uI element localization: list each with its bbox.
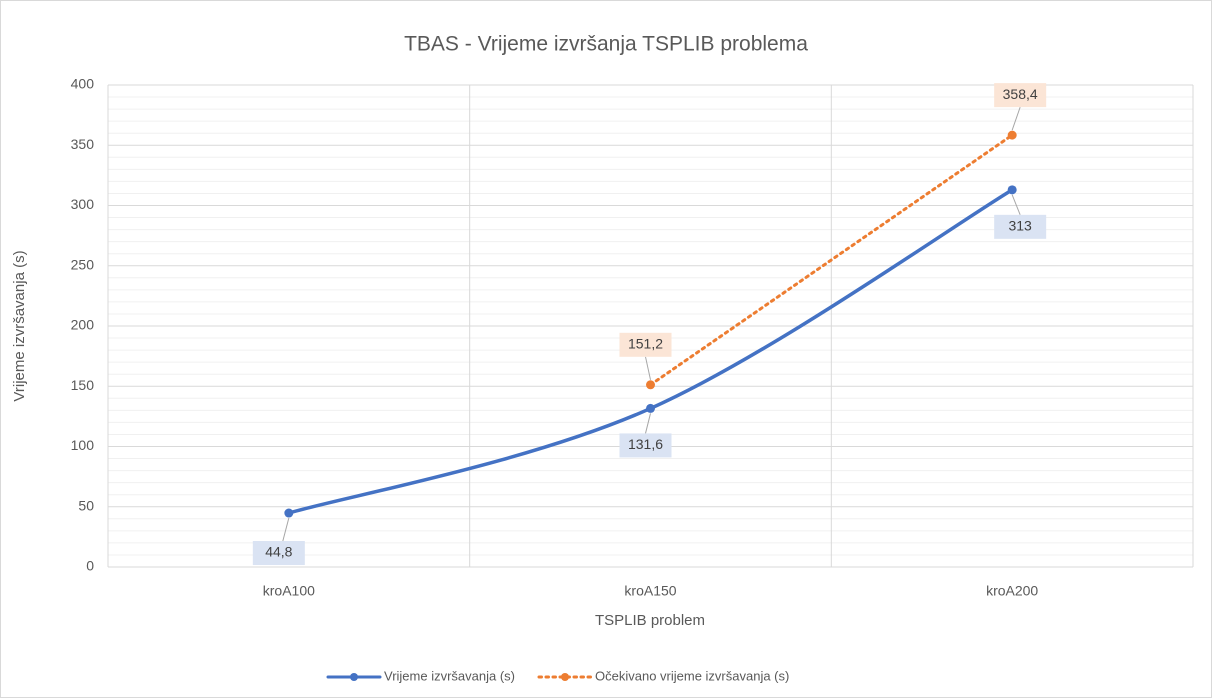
y-axis-label: Vrijeme izvršavanja (s)	[11, 250, 28, 401]
data-point	[1007, 130, 1017, 140]
x-tick-label: kroA150	[624, 583, 676, 599]
y-tick-label: 400	[71, 76, 95, 92]
y-tick-label: 300	[71, 196, 95, 212]
data-point	[1007, 185, 1017, 195]
y-tick-label: 150	[71, 377, 95, 393]
y-tick-label: 100	[71, 437, 95, 453]
legend-marker	[350, 673, 358, 681]
leader-line	[1011, 194, 1021, 216]
data-label: 313	[1008, 218, 1032, 234]
chart-title: TBAS - Vrijeme izvršanja TSPLIB problema	[404, 33, 808, 56]
y-tick-label: 0	[86, 558, 94, 574]
data-label: 358,4	[1003, 86, 1038, 102]
data-label-bg	[994, 83, 1047, 108]
data-label: 151,2	[628, 336, 663, 352]
legend-marker	[561, 673, 569, 681]
y-tick-label: 200	[71, 317, 95, 333]
data-label: 131,6	[628, 436, 663, 452]
y-tick-label: 250	[71, 256, 95, 272]
data-label-bg	[619, 433, 672, 458]
leader-line	[645, 356, 651, 380]
data-label-bg	[994, 214, 1047, 239]
x-tick-label: kroA100	[263, 583, 315, 599]
legend-label: Vrijeme izvršavanja (s)	[384, 668, 515, 683]
data-label: 44,8	[265, 544, 292, 560]
series-line	[649, 133, 1014, 387]
legend-label: Očekivano vrijeme izvršavanja (s)	[595, 668, 789, 683]
leader-line	[282, 517, 290, 542]
data-point	[646, 403, 655, 413]
leader-line	[645, 413, 651, 434]
data-label-bg	[252, 541, 305, 566]
leader-line	[1011, 106, 1021, 131]
y-tick-label: 350	[71, 136, 95, 152]
x-axis-label: TSPLIB problem	[595, 612, 705, 629]
data-point	[284, 508, 294, 518]
data-point	[646, 380, 655, 390]
data-label-bg	[619, 332, 672, 357]
x-tick-label: kroA200	[986, 583, 1038, 599]
y-tick-label: 50	[78, 497, 94, 513]
